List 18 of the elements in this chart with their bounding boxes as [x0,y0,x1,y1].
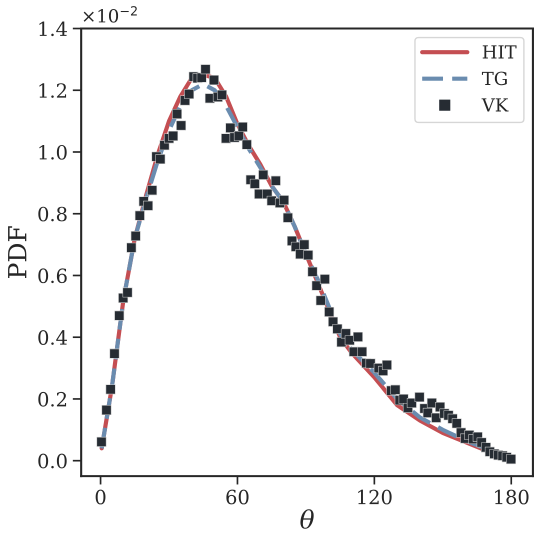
y-tick-label: 0.0 [38,454,67,468]
x-tick-label: 180 [495,490,529,504]
y-tick-label: 0.2 [38,392,66,407]
x-axis-title: θ [300,509,314,529]
x-tick-label: 120 [358,490,392,504]
y-tick-label: 0.8 [38,206,67,222]
x-tick-label: 0 [96,490,106,504]
y-tick-label: 1.4 [39,21,67,36]
y-tick-label: 0.6 [38,268,67,284]
x-tick-label: 60 [226,490,249,504]
legend-label: VK [482,98,509,112]
legend-label: TG [482,72,507,86]
legend-label: HIT [482,45,517,58]
y-tick-label: 1.2 [39,83,66,98]
y-tick-label: 1.0 [39,144,67,160]
text: ×10$^{−2}$ [84,6,137,23]
y-axis-title: PDF [8,226,26,278]
y-tick-label: 0.4 [38,330,67,345]
